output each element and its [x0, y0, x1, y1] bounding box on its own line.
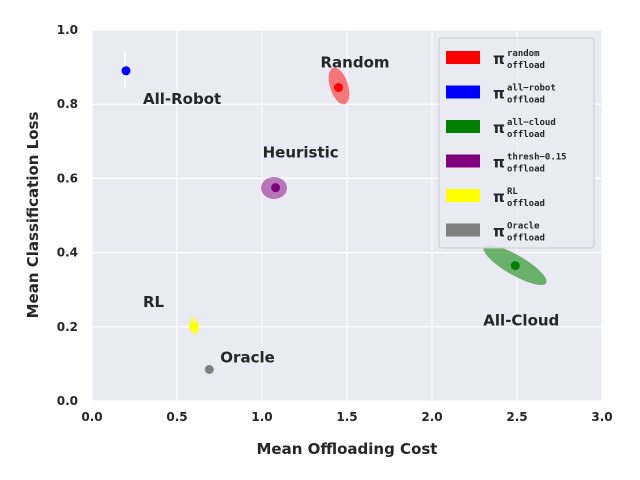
all-cloud-legend-swatch: [446, 120, 480, 133]
x-tick-label: 0.5: [166, 410, 187, 424]
x-tick-label: 0.0: [81, 410, 102, 424]
rl-point: [189, 322, 199, 332]
random-legend-superscript: random: [507, 49, 540, 59]
x-tick-label: 1.5: [336, 410, 357, 424]
y-tick-label: 0.6: [57, 171, 78, 185]
x-tick-labels: 0.0 0.5 1.0 1.5 2.0 2.5 3.0: [81, 410, 612, 424]
all-cloud-point: [510, 261, 520, 271]
random-legend-swatch: [446, 51, 480, 64]
oracle-legend-subscript: offload: [507, 234, 545, 244]
thresh-legend-superscript: thresh−0.15: [507, 153, 567, 163]
x-tick-label: 1.0: [251, 410, 272, 424]
all-robot-label: All-Robot: [143, 90, 221, 108]
oracle-label: Oracle: [220, 348, 274, 366]
point-labels: Random All-Robot All-Cloud Heuristic RL Oracl…: [143, 54, 559, 367]
all-robot-legend-symbol: π: [493, 85, 505, 103]
all-robot-point: [121, 66, 131, 76]
data-points: [121, 66, 520, 374]
thresh-label: Heuristic: [263, 144, 339, 162]
random-label: Random: [321, 54, 390, 72]
random-point: [334, 83, 343, 93]
all-cloud-legend-subscript: offload: [507, 130, 545, 140]
all-cloud-label: All-Cloud: [483, 312, 559, 330]
all-cloud-legend-symbol: π: [493, 119, 505, 137]
rl-label: RL: [143, 293, 165, 311]
thresh-point: [271, 183, 281, 193]
rl-legend-superscript: RL: [507, 187, 518, 197]
all-robot-legend-swatch: [446, 85, 480, 99]
thresh-legend-symbol: π: [493, 154, 505, 172]
y-tick-label: 0.4: [57, 246, 78, 260]
y-tick-label: 0.8: [57, 97, 78, 111]
all-robot-legend-subscript: offload: [507, 96, 545, 106]
all-cloud-legend-superscript: all−cloud: [507, 118, 556, 128]
rl-legend-subscript: offload: [507, 199, 545, 209]
x-tick-label: 2.5: [506, 410, 527, 424]
rl-legend-symbol: π: [493, 188, 505, 206]
oracle-legend-swatch: [446, 223, 480, 237]
x-axis-label: Mean Offloading Cost: [257, 440, 438, 458]
oracle-legend-symbol: π: [493, 223, 505, 241]
oracle-point: [204, 364, 214, 374]
random-legend-subscript: offload: [507, 61, 545, 71]
thresh-legend-swatch: [446, 154, 480, 168]
y-tick-labels: 0.0 0.2 0.4 0.6 0.8 1.0: [57, 23, 78, 408]
y-axis-label: Mean Classification Loss: [24, 112, 42, 319]
all-robot-legend-superscript: all−robot: [507, 84, 556, 94]
oracle-legend-superscript: Oracle: [507, 222, 540, 232]
thresh-legend-subscript: offload: [507, 165, 545, 175]
y-tick-label: 0.0: [57, 394, 78, 408]
random-legend-symbol: π: [493, 50, 505, 68]
y-tick-label: 0.2: [57, 320, 78, 334]
x-tick-label: 2.0: [421, 410, 442, 424]
rl-legend-swatch: [446, 189, 480, 202]
x-tick-label: 3.0: [591, 410, 612, 424]
y-tick-label: 1.0: [57, 23, 78, 37]
